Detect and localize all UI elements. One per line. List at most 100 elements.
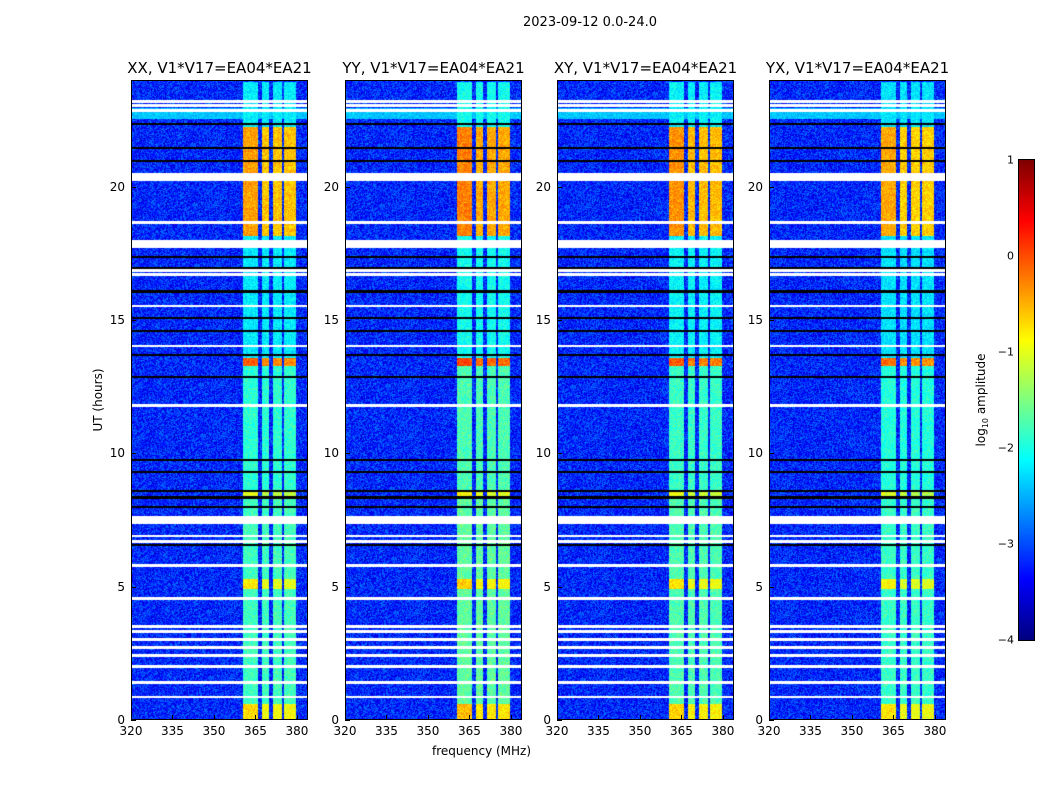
x-tick-mark: [769, 715, 770, 720]
y-tick-mark: [769, 320, 774, 321]
x-tick-label: 365: [244, 724, 267, 738]
x-tick-mark: [639, 715, 641, 720]
x-tick-label: 380: [923, 724, 947, 738]
x-tick-mark: [427, 715, 429, 720]
x-tick-mark: [557, 715, 558, 720]
colorbar-label: log10 amplitude: [974, 354, 990, 447]
y-tick-label: 5: [331, 579, 339, 594]
x-tick-label: 320: [757, 724, 781, 738]
colorbar-tick-label: −1: [997, 345, 1014, 359]
y-tick-mark: [557, 453, 562, 455]
x-tick-mark: [172, 715, 174, 720]
y-tick-label: 20: [109, 179, 125, 194]
x-tick-label: 320: [119, 724, 143, 738]
x-tick-mark: [510, 715, 512, 720]
y-tick-label: 15: [535, 313, 551, 327]
x-tick-mark: [255, 715, 257, 720]
x-tick-mark: [469, 715, 471, 720]
x-tick-label: 365: [882, 724, 905, 738]
waterfall-heatmap: [770, 81, 945, 719]
colorbar-label-sub: 10: [981, 417, 991, 429]
y-tick-label: 5: [117, 579, 125, 594]
x-tick-label: 380: [711, 724, 735, 738]
x-tick-label: 350: [628, 724, 652, 738]
waterfall-panel-2: [557, 80, 734, 720]
x-tick-label: 320: [545, 724, 569, 738]
panel-title: XY, V1*V17=EA04*EA21: [553, 59, 738, 77]
x-tick-label: 365: [458, 724, 481, 738]
y-tick-mark: [131, 320, 136, 321]
y-tick-label: 15: [747, 313, 763, 327]
x-tick-label: 320: [333, 724, 357, 738]
waterfall-heatmap: [346, 81, 521, 719]
y-axis-label: UT (hours): [91, 368, 105, 432]
x-tick-label: 365: [670, 724, 693, 738]
x-tick-mark: [722, 715, 724, 720]
colorbar-tick-label: −3: [997, 537, 1014, 551]
y-tick-label: 5: [755, 579, 763, 594]
x-tick-mark: [345, 715, 346, 720]
x-tick-label: 350: [416, 724, 440, 738]
y-tick-mark: [769, 586, 774, 588]
x-tick-mark: [131, 715, 132, 720]
colorbar-gradient: [1019, 160, 1034, 640]
y-tick-label: 5: [543, 579, 551, 594]
x-axis-label: frequency (MHz): [432, 744, 532, 758]
y-tick-label: 10: [535, 446, 551, 461]
y-tick-mark: [345, 453, 350, 455]
figure-title: 2023-09-12 0.0-24.0: [523, 15, 657, 30]
x-tick-label: 380: [499, 724, 523, 738]
colorbar-label-main: log: [973, 428, 988, 447]
x-tick-label: 335: [799, 724, 822, 738]
x-tick-mark: [893, 715, 895, 720]
panel-title: XX, V1*V17=EA04*EA21: [127, 59, 312, 77]
y-tick-mark: [345, 586, 350, 588]
panel-title: YY, V1*V17=EA04*EA21: [342, 59, 525, 77]
y-tick-label: 15: [323, 313, 339, 327]
x-tick-mark: [213, 715, 215, 720]
waterfall-heatmap: [132, 81, 307, 719]
y-tick-mark: [769, 453, 774, 455]
x-tick-label: 335: [375, 724, 398, 738]
y-tick-label: 20: [323, 179, 339, 194]
y-tick-mark: [131, 453, 136, 455]
x-tick-label: 350: [202, 724, 226, 738]
y-tick-mark: [769, 720, 774, 721]
y-tick-label: 0: [543, 713, 551, 727]
waterfall-panel-3: [769, 80, 946, 720]
y-tick-label: 10: [323, 446, 339, 461]
waterfall-panel-1: [345, 80, 522, 720]
waterfall-heatmap: [558, 81, 733, 719]
x-tick-mark: [598, 715, 600, 720]
y-tick-label: 10: [747, 446, 763, 461]
y-tick-mark: [131, 186, 136, 188]
x-tick-mark: [851, 715, 853, 720]
panel-title: YX, V1*V17=EA04*EA21: [765, 59, 950, 77]
y-tick-mark: [557, 186, 562, 188]
colorbar-tick-label: −2: [997, 441, 1014, 455]
x-tick-mark: [810, 715, 812, 720]
colorbar-tick-label: 0: [1007, 249, 1014, 263]
colorbar: [1018, 159, 1035, 641]
y-tick-label: 20: [747, 179, 763, 194]
y-tick-label: 15: [109, 313, 125, 327]
y-tick-mark: [769, 186, 774, 188]
y-tick-mark: [345, 320, 350, 321]
waterfall-panel-0: [131, 80, 308, 720]
colorbar-label-rest: amplitude: [973, 353, 988, 418]
y-tick-mark: [345, 186, 350, 188]
y-tick-label: 0: [117, 713, 125, 727]
y-tick-label: 0: [755, 713, 763, 727]
y-tick-mark: [131, 720, 136, 721]
y-tick-mark: [557, 320, 562, 321]
x-tick-mark: [296, 715, 298, 720]
colorbar-tick-label: 1: [1007, 153, 1014, 167]
y-tick-mark: [345, 720, 350, 721]
x-tick-mark: [681, 715, 683, 720]
x-tick-label: 335: [161, 724, 184, 738]
y-tick-mark: [131, 586, 136, 588]
colorbar-tick-label: −4: [997, 633, 1014, 647]
x-tick-label: 335: [587, 724, 610, 738]
y-tick-label: 10: [109, 446, 125, 461]
